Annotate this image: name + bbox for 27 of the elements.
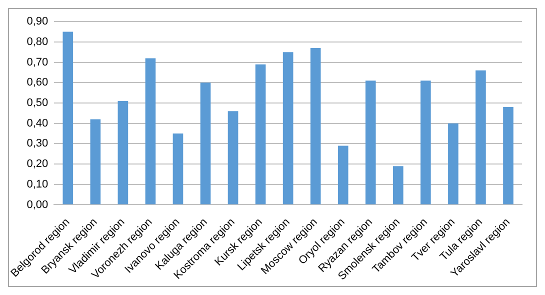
bar (62, 32, 74, 204)
bar (255, 64, 266, 204)
y-tick-label: 0,00 (26, 198, 48, 211)
bar (476, 70, 486, 204)
bar (448, 123, 458, 204)
bar (420, 80, 431, 204)
bar (228, 111, 238, 204)
y-tick-label: 0,20 (26, 158, 48, 170)
bar (90, 119, 101, 204)
bar (282, 52, 294, 204)
y-tick-label: 0,60 (26, 76, 48, 89)
y-tick-label: 0,70 (26, 56, 48, 68)
y-tick-label: 0,80 (26, 36, 48, 48)
y-tick-label: 0,30 (26, 138, 48, 150)
y-tick-label: 0,40 (26, 117, 48, 130)
bar (503, 107, 514, 204)
bar (365, 80, 376, 204)
y-tick-label: 0,90 (26, 16, 48, 28)
bar (200, 82, 211, 204)
bar (392, 166, 404, 204)
y-tick-label: 0,10 (26, 178, 48, 190)
bar (338, 146, 348, 204)
y-tick-label: 0,50 (26, 97, 48, 110)
bar (310, 48, 321, 204)
bar (118, 100, 128, 204)
bar (172, 134, 184, 204)
bar (145, 58, 156, 204)
